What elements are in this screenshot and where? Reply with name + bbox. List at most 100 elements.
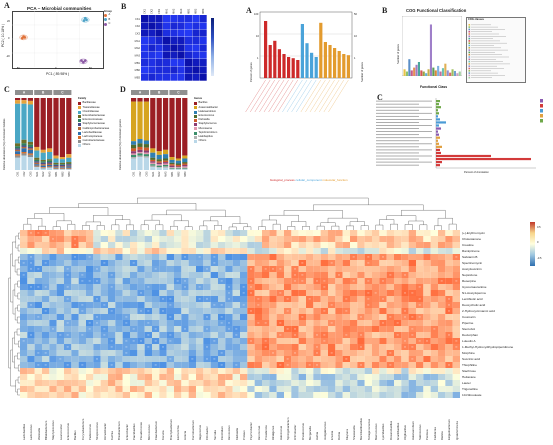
family-ylabel: Relative abundance (%) of dominant famil… xyxy=(3,118,6,170)
heatmap-cell xyxy=(394,296,402,302)
correlation-cell xyxy=(148,37,156,45)
heatmap-cell xyxy=(298,278,306,284)
dendrogram-branch xyxy=(144,219,160,225)
heatmap-cell xyxy=(42,272,50,278)
heatmap-significance-mark: ** xyxy=(67,298,69,302)
heatmap-cell xyxy=(144,254,152,260)
heatmap-cell xyxy=(218,392,226,398)
go-bar-tick xyxy=(314,79,335,113)
heatmap-cell xyxy=(350,302,358,308)
stack-segment xyxy=(175,98,181,159)
genus-legend-title: Genus xyxy=(194,97,203,100)
heatmap-cell xyxy=(276,230,284,236)
dendrogram-branch xyxy=(10,253,13,303)
heatmap-cell xyxy=(144,302,152,308)
heatmap-col-label: Psychrobacter xyxy=(249,422,254,440)
cog-bar xyxy=(410,70,413,76)
heatmap-significance-mark: ** xyxy=(213,256,215,260)
cog-legend-text-stub xyxy=(471,44,494,46)
stack-segment xyxy=(27,154,33,158)
pca-point xyxy=(23,36,27,39)
heatmap-cell xyxy=(379,308,387,314)
stack-segment xyxy=(27,146,33,149)
heatmap-significance-mark: ** xyxy=(250,280,252,284)
stack-segment xyxy=(53,162,59,165)
stack-segment xyxy=(137,155,143,158)
heatmap-cell xyxy=(166,380,174,386)
heatmap-cell xyxy=(364,248,372,254)
heatmap-cell xyxy=(328,338,336,344)
dendrogram-branch xyxy=(232,223,248,227)
heatmap-cell xyxy=(122,380,130,386)
heatmap-cell xyxy=(20,314,28,320)
heatmap-col-label: Hafnia xyxy=(315,431,320,440)
heatmap-significance-mark: ** xyxy=(199,286,201,290)
heatmap-significance-mark: ** xyxy=(30,334,32,338)
heatmap-col-label: Halanaerobium xyxy=(410,421,415,440)
heatmap-cell xyxy=(34,296,42,302)
heatmap-cell xyxy=(137,344,145,350)
heatmap-cell xyxy=(254,308,262,314)
heatmap-cell xyxy=(254,302,262,308)
heatmap-cell xyxy=(144,392,152,398)
stack-segment xyxy=(66,169,72,170)
heatmap-cell xyxy=(240,368,248,374)
heatmap-cell xyxy=(284,302,292,308)
heatmap-cell xyxy=(262,380,270,386)
heatmap-significance-mark: ** xyxy=(169,334,171,338)
stack-segment xyxy=(143,147,149,151)
heatmap-cell xyxy=(416,320,424,326)
heatmap-cell xyxy=(430,308,438,314)
heatmap-cell xyxy=(159,344,167,350)
heatmap-cell xyxy=(342,254,350,260)
heatmap-cell xyxy=(159,332,167,338)
heatmap-significance-mark: ** xyxy=(37,268,39,272)
heatmap-cell xyxy=(20,392,28,398)
dendrogram-branch xyxy=(155,224,164,230)
heatmap-cell xyxy=(335,308,343,314)
heatmap-cell xyxy=(276,254,284,260)
stack-segment xyxy=(15,154,21,156)
heatmap-cell xyxy=(364,272,372,278)
correlation-cell xyxy=(192,66,200,74)
heatmap-cell xyxy=(276,260,284,266)
heatmap-cell xyxy=(313,290,321,296)
heatmap-cell xyxy=(379,350,387,356)
heatmap-col-labels: Lactobacillus Lactococcus Weissella Bifidob… xyxy=(20,400,460,444)
heatmap-cell xyxy=(328,368,336,374)
heatmap-cell xyxy=(203,278,211,284)
heatmap-cell xyxy=(144,362,152,368)
heatmap-cell xyxy=(93,368,101,374)
heatmap-cell xyxy=(225,266,233,272)
heatmap-significance-mark: ** xyxy=(257,304,259,308)
heatmap-cell xyxy=(335,338,343,344)
heatmap-cell xyxy=(320,296,328,302)
heatmap-cell xyxy=(210,242,218,248)
heatmap-cell xyxy=(225,380,233,386)
heatmap-cell xyxy=(445,332,453,338)
heatmap-row-label: Lauter xyxy=(462,380,471,385)
heatmap-cell xyxy=(306,236,314,242)
heatmap-cell xyxy=(269,392,277,398)
heatmap-significance-mark: ** xyxy=(169,304,171,308)
heatmap-cell xyxy=(240,350,248,356)
heatmap-significance-mark: ** xyxy=(23,262,25,266)
heatmap-cell xyxy=(159,296,167,302)
correlation-cell xyxy=(177,15,185,23)
heatmap-cell xyxy=(166,296,174,302)
heatmap-cell xyxy=(42,242,50,248)
heatmap-cell xyxy=(34,248,42,254)
heatmap-cell xyxy=(452,314,460,320)
heatmap-cell xyxy=(188,320,196,326)
heatmap-significance-mark: ** xyxy=(235,364,237,368)
heatmap-cell xyxy=(210,254,218,260)
heatmap-cell xyxy=(372,386,380,392)
heatmap-cell xyxy=(269,242,277,248)
heatmap-significance-mark: ** xyxy=(272,268,274,272)
heatmap-cell xyxy=(328,326,336,332)
heatmap-significance-mark: ** xyxy=(367,304,369,308)
heatmap-cell xyxy=(408,230,416,236)
heatmap-cell xyxy=(203,362,211,368)
heatmap-cell xyxy=(71,392,79,398)
heatmap-significance-mark: ** xyxy=(206,316,208,320)
